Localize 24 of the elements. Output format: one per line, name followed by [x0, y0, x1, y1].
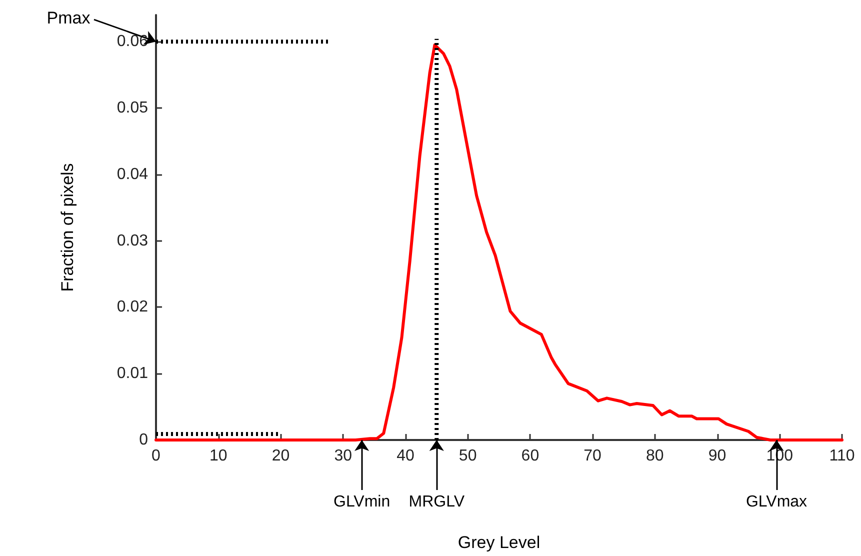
y-tick-label: 0	[139, 432, 148, 448]
x-tick-label: 0	[152, 448, 161, 464]
annotation: GLVmax	[746, 494, 808, 510]
x-axis-title: Grey Level	[458, 533, 540, 552]
x-tick-label: 10	[209, 448, 228, 464]
y-axis-title: Fraction of pixels	[58, 163, 77, 292]
y-tick-label: 0.04	[116, 166, 148, 183]
x-tick-label: 50	[458, 448, 477, 464]
x-tick-label: 20	[272, 448, 290, 464]
x-tick-label: 60	[521, 448, 540, 464]
annotation: GLVmin	[333, 494, 390, 510]
annotation: Pmax	[46, 8, 91, 28]
x-tick-label: 90	[708, 448, 726, 464]
annotation: MRGLV	[408, 494, 465, 510]
y-tick-label: 0.01	[116, 365, 148, 382]
x-tick-label: 80	[646, 448, 664, 464]
y-tick-label: 0.02	[116, 298, 148, 316]
y-tick-label: 0.06	[116, 33, 148, 50]
x-tick-label: 110	[829, 448, 855, 464]
x-tick-label: 70	[584, 448, 602, 464]
x-tick-label: 30	[334, 448, 352, 464]
y-tick-label: 0.05	[116, 99, 148, 116]
y-tick-label: 0.03	[116, 232, 148, 250]
x-tick-label: 40	[396, 448, 414, 464]
